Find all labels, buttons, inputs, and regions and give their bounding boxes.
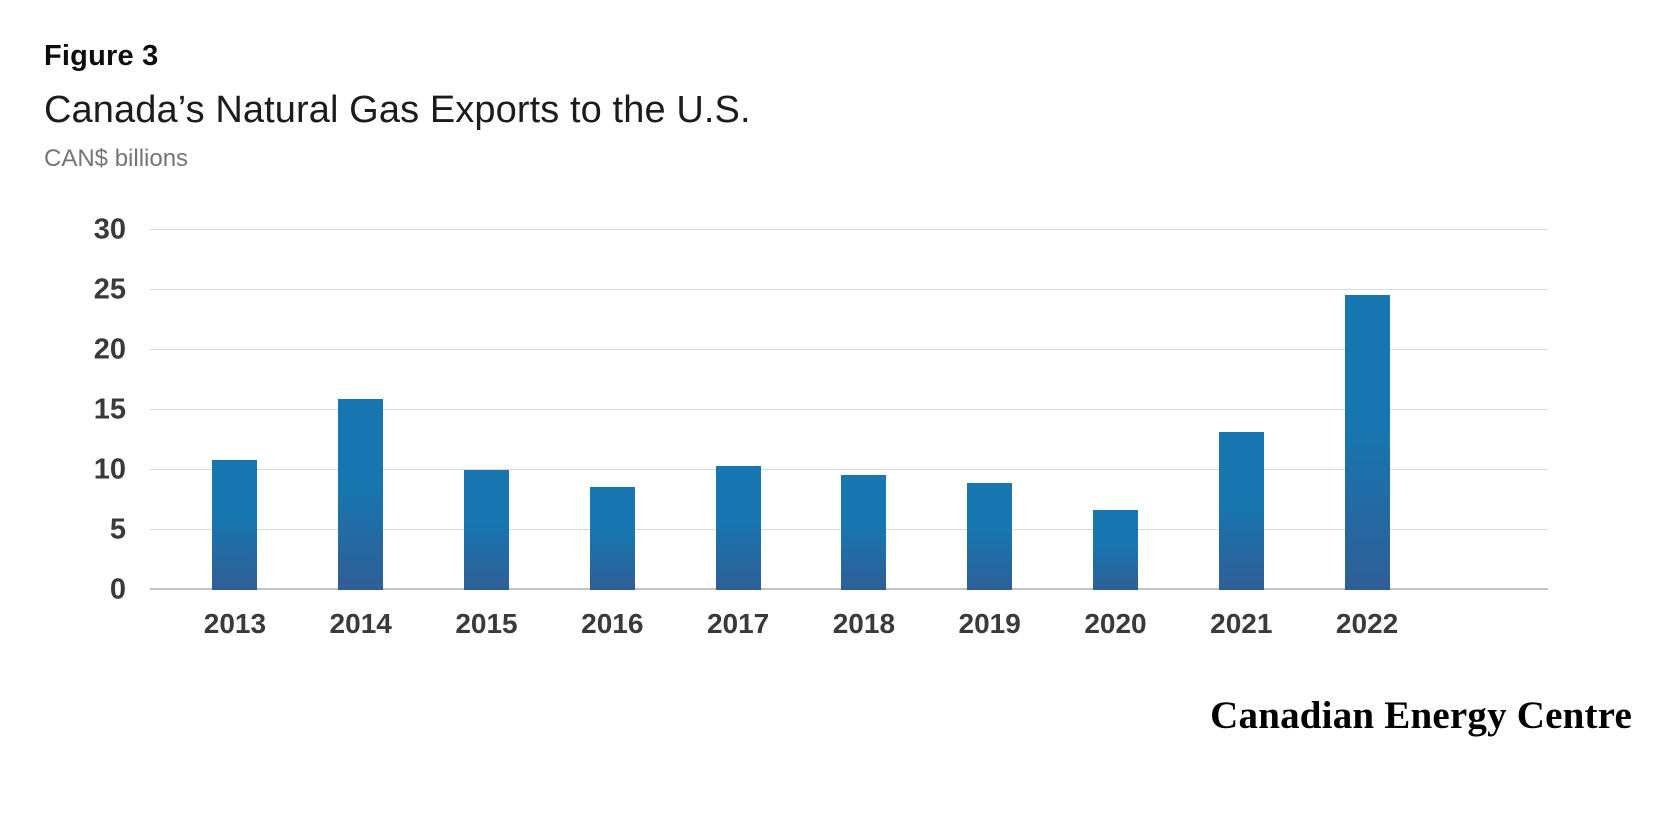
- x-axis-label: 2017: [706, 608, 770, 639]
- bar-2021: [1218, 431, 1264, 590]
- chart-units-subtitle: CAN$ billions: [44, 145, 189, 172]
- bar-slot: [549, 230, 675, 590]
- bars-row: [150, 230, 1548, 590]
- bar-slot: [298, 230, 424, 590]
- bar-2013: [212, 460, 258, 590]
- bar-slot: [927, 230, 1053, 590]
- y-tick-label: 30: [93, 213, 126, 246]
- bar-slot: [1178, 230, 1304, 590]
- y-tick-label: 15: [93, 393, 126, 426]
- gridline: [150, 289, 1548, 290]
- bar-slot: [801, 230, 927, 590]
- gridline: [150, 229, 1548, 230]
- x-axis-label: 2022: [1335, 608, 1399, 639]
- plot-area: 0 5 10 15 20 25 30: [94, 215, 1548, 604]
- bar-2014: [338, 399, 384, 590]
- bar-2015: [463, 470, 509, 590]
- bar-slot: [675, 230, 801, 590]
- bar-2016: [589, 486, 635, 590]
- x-axis-label: 2013: [203, 608, 267, 639]
- bar-slot: [172, 230, 298, 590]
- x-axis-label: 2015: [455, 608, 518, 639]
- y-tick-label: 5: [109, 513, 126, 546]
- x-axis-label: 2020: [1084, 608, 1147, 639]
- bar-2019: [967, 483, 1013, 590]
- y-tick-label: 25: [93, 273, 126, 306]
- x-axis-label: 2016: [581, 608, 644, 639]
- brand-wordmark: Canadian Energy Centre: [1210, 694, 1632, 737]
- x-axis-label: 2014: [329, 608, 392, 639]
- x-axis-label: 2019: [958, 608, 1021, 639]
- y-tick-label: 20: [93, 333, 126, 366]
- bar-2017: [715, 466, 761, 590]
- bar-2018: [841, 474, 887, 590]
- chart-title: Canada’s Natural Gas Exports to the U.S.: [44, 89, 751, 131]
- y-tick-label: 0: [109, 573, 126, 606]
- x-axis: 2013 2014 2015 2016 2017 2018 2019 2020 2021 2022: [150, 608, 1548, 640]
- gridline: [150, 409, 1548, 410]
- bar-2022: [1344, 294, 1390, 590]
- x-axis-label: 2021: [1210, 608, 1273, 639]
- gridline: [150, 349, 1548, 350]
- bar-slot: [1053, 230, 1179, 590]
- bar-slot: [1304, 230, 1430, 590]
- bar-2020: [1092, 509, 1138, 590]
- bar-slot: [424, 230, 550, 590]
- figure-label: Figure 3: [44, 40, 159, 72]
- y-tick-label: 10: [93, 453, 126, 486]
- gridline: [150, 469, 1548, 470]
- chart-header: Figure 3 Canada’s Natural Gas Exports to…: [44, 40, 751, 173]
- x-axis-label: 2018: [832, 608, 896, 639]
